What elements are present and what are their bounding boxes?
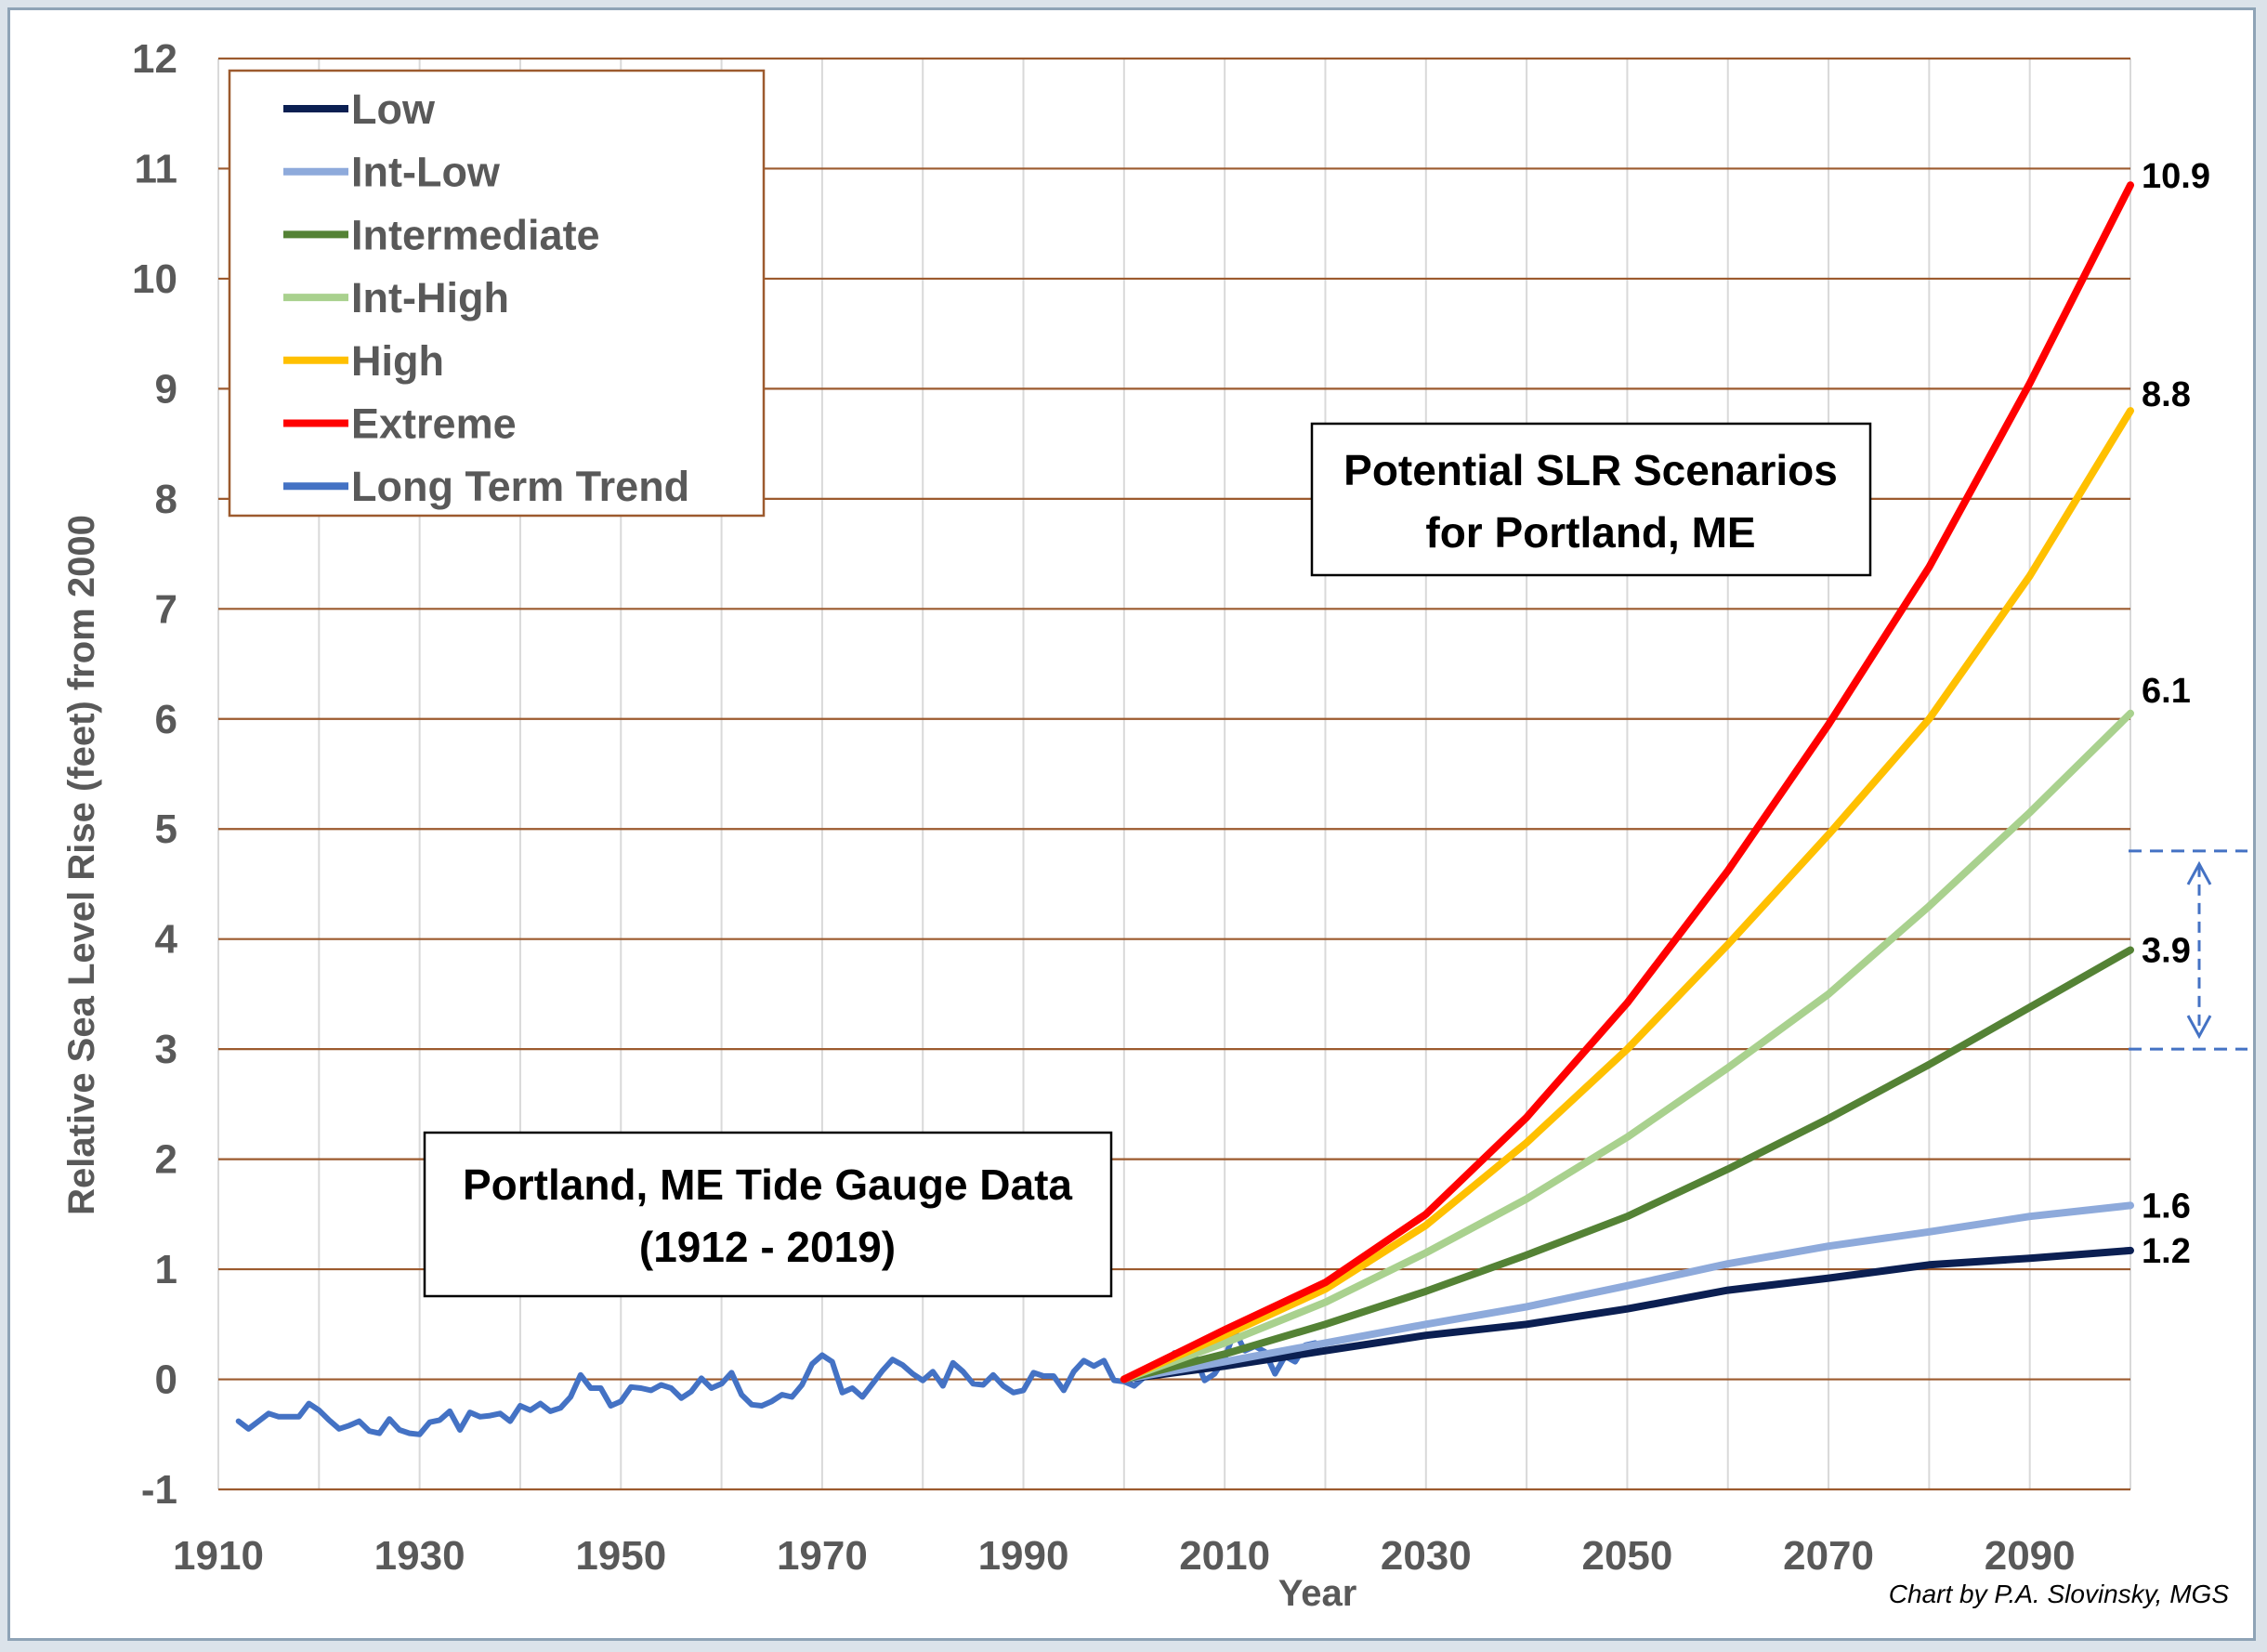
x-tick-label: 2010 [1179, 1533, 1270, 1579]
end-label: 1.6 [2142, 1187, 2191, 1226]
series-line-high [1120, 407, 2134, 1383]
legend-label: Long Term Trend [351, 463, 689, 510]
y-tick-label: 12 [132, 36, 177, 82]
end-label: 1.2 [2142, 1232, 2191, 1271]
range-arrow-down-icon [2186, 1015, 2212, 1040]
legend-label: Intermediate [351, 211, 600, 258]
title-box-line1: Potential SLR Scenarios [1343, 446, 1838, 494]
series-line-long-term-trend [235, 1328, 1318, 1437]
chart-credit: Chart by P.A. Slovinsky, MGS [1889, 1580, 2230, 1608]
y-tick-label: 9 [155, 366, 177, 412]
end-labels: 10.9 8.8 6.1 3.9 1.6 1.2 [2142, 157, 2210, 1271]
y-tick-label: -1 [141, 1467, 177, 1513]
title-box: Potential SLR Scenarios for Portland, ME [1310, 422, 1872, 577]
x-tick-label: 1970 [777, 1533, 868, 1579]
range-marker [2129, 849, 2247, 1051]
x-tick-label: 2090 [1985, 1533, 2076, 1579]
series-line-low [1120, 1246, 2134, 1383]
y-tick-label: 4 [155, 917, 178, 963]
legend-label: Low [351, 85, 436, 133]
end-label: 8.8 [2142, 375, 2191, 414]
y-axis-title: Relative Sea Level Rise (feet) from 2000 [61, 515, 102, 1215]
x-tick-label: 1910 [173, 1533, 264, 1579]
y-tick-label: 5 [155, 806, 177, 852]
x-tick-label: 1950 [575, 1533, 666, 1579]
gauge-box-line2: (1912 - 2019) [639, 1223, 896, 1271]
x-tick-label: 1990 [978, 1533, 1069, 1579]
legend-label: High [351, 337, 444, 385]
x-tick-label: 2050 [1581, 1533, 1672, 1579]
legend-box [228, 69, 766, 518]
y-tick-label: 3 [155, 1027, 177, 1072]
x-axis-title: Year [1278, 1573, 1357, 1614]
series-line-int-high [1120, 709, 2134, 1383]
end-label: 10.9 [2142, 157, 2210, 196]
x-tick-label: 2030 [1381, 1533, 1472, 1579]
end-label: 6.1 [2142, 672, 2191, 711]
y-tick-label: 0 [155, 1357, 177, 1403]
y-tick-label: 7 [155, 586, 177, 632]
x-axis-ticks: 1910 1930 1950 1970 1990 2010 2030 2050 2070 2090 [173, 1533, 2076, 1579]
series-line-extreme [1120, 181, 2134, 1383]
range-arrow-up-icon [2186, 860, 2212, 885]
y-tick-label: 6 [155, 697, 177, 742]
end-label: 3.9 [2142, 932, 2191, 971]
series-line-int-low [1120, 1201, 2134, 1383]
gauge-box: Portland, ME Tide Gauge Data (1912 - 201… [423, 1131, 1113, 1298]
x-tick-label: 2070 [1783, 1533, 1874, 1579]
x-tick-label: 1930 [374, 1533, 465, 1579]
legend-label: Int-Low [351, 149, 501, 196]
y-tick-label: 1 [155, 1247, 177, 1292]
series-lines [235, 181, 2134, 1437]
y-tick-label: 10 [132, 256, 177, 302]
chart-frame: -1 0 1 2 3 4 5 6 7 8 9 10 11 12 1910 1930 1950 1970 1990 2… [7, 7, 2256, 1641]
legend-label: Extreme [351, 400, 517, 448]
legend-label: Int-High [351, 274, 509, 321]
gauge-box-line1: Portland, ME Tide Gauge Data [463, 1160, 1072, 1209]
y-tick-label: 8 [155, 477, 177, 522]
legend: Low Int-Low Intermediate Int-High High Extrem… [228, 69, 766, 518]
title-box-line2: for Portland, ME [1425, 508, 1755, 557]
y-tick-label: 11 [134, 146, 177, 191]
y-tick-label: 2 [155, 1137, 177, 1183]
series-line-intermediate [1120, 946, 2134, 1383]
